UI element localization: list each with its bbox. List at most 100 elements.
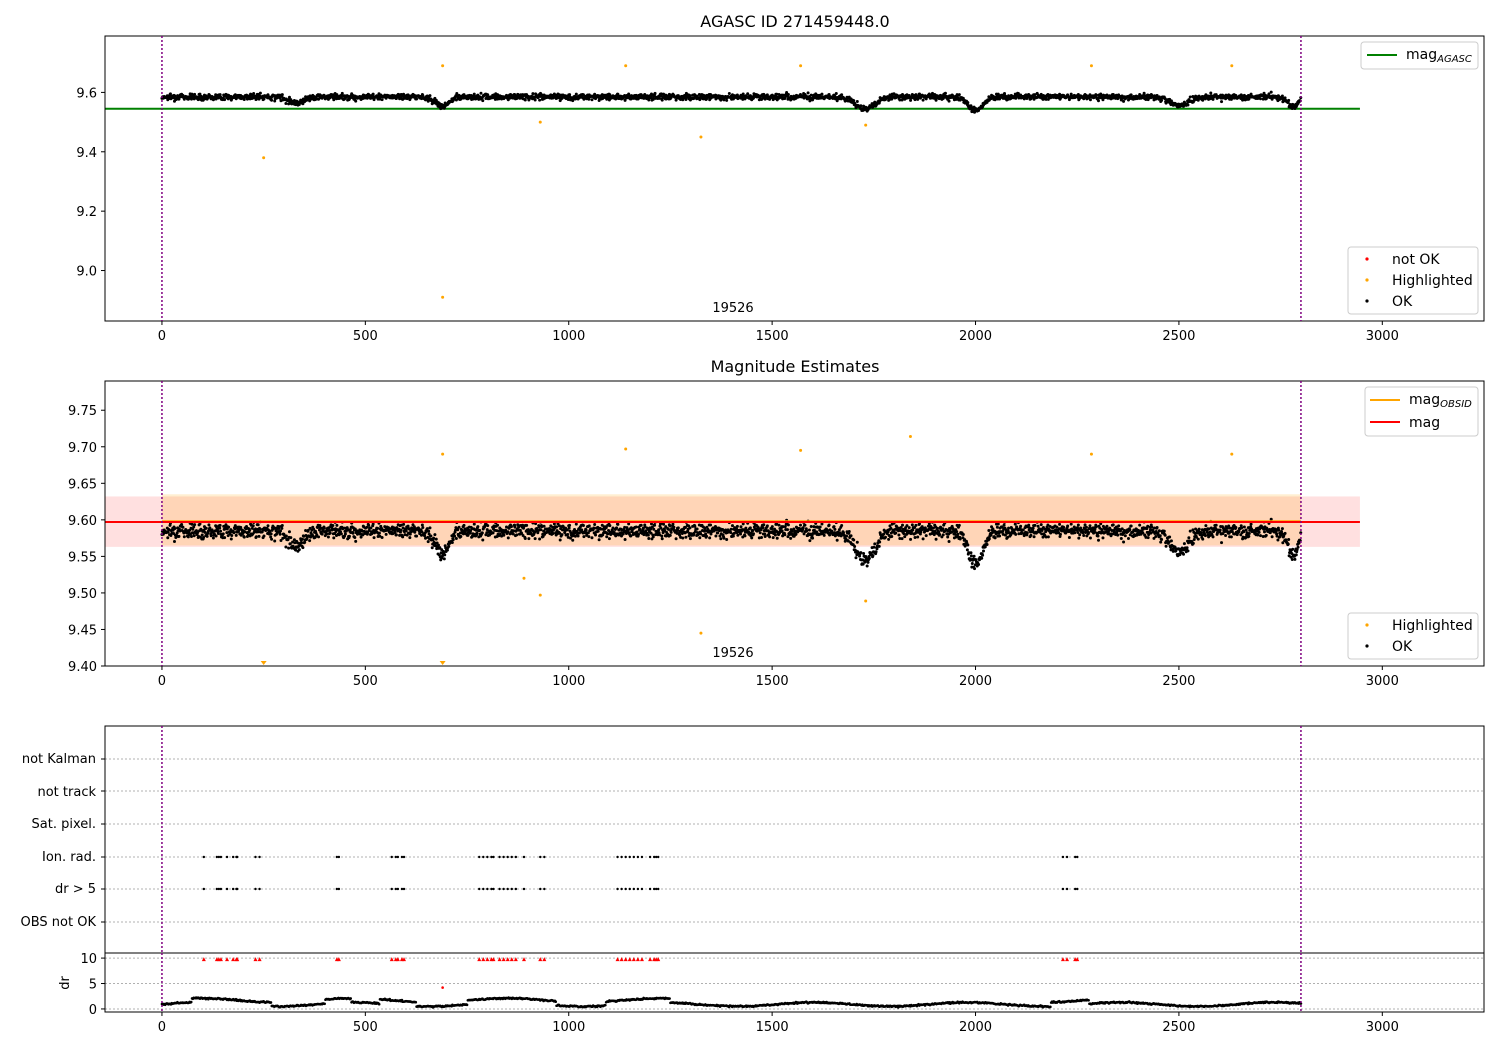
ok-point [1183,542,1186,545]
ok-point [763,532,766,535]
ok-point [897,533,900,536]
ok-point [905,524,908,527]
ok-point [671,523,674,526]
ok-point [852,99,855,102]
ok-point [914,536,917,539]
ok-point [1230,535,1233,538]
ok-point [300,541,303,544]
ok-point [868,557,871,560]
ok-point [1014,533,1017,536]
ok-point [730,528,733,531]
ok-point [455,537,458,540]
legend-ok-label: OK [1392,294,1413,310]
agasc-points [105,64,1360,299]
ok-point [443,557,446,560]
ok-point [1059,533,1062,536]
ok-point [560,533,563,536]
ok-point [1159,534,1162,537]
ok-point [344,533,347,536]
ok-point [902,532,905,535]
ok-point [736,525,739,528]
ok-point [668,524,671,527]
ok-point [941,527,944,530]
highlighted-point [699,135,702,138]
plot-frame [105,36,1484,321]
ok-point [873,542,876,545]
ok-point [787,523,790,526]
ok-point [235,534,238,537]
ok-point [936,527,939,530]
ok-point [431,546,434,549]
ok-point [852,538,855,541]
ok-point [280,527,283,530]
ok-point [340,532,343,535]
ok-point [1127,537,1130,540]
y-tick-label: 9.2 [76,205,97,220]
ok-point [840,93,843,96]
ok-point [1033,524,1036,527]
ok-point [615,526,618,529]
highlighted-point [441,296,444,299]
y-tick-label: 9.6 [76,86,97,101]
ok-point [725,538,728,541]
legend-notok-marker [1365,257,1368,260]
ok-point [248,529,251,532]
ok-point [427,540,430,543]
ok-point [808,539,811,542]
ok-point [582,524,585,527]
ok-point [1159,541,1162,544]
ok-point [836,539,839,542]
x-tick-label: 3000 [1366,329,1399,344]
ok-point [427,530,430,533]
ok-point [1128,528,1131,531]
ok-point [922,99,925,102]
ok-point [652,535,655,538]
ok-point [270,532,273,535]
ok-point [585,529,588,532]
ok-point [762,523,765,526]
ok-point [605,535,608,538]
ok-point [739,525,742,528]
y-tick-label: 9.0 [76,265,97,280]
highlighted-point [262,156,265,159]
ok-point [218,527,221,530]
ok-point [1138,524,1141,527]
ok-point [183,535,186,538]
highlighted-point [1230,64,1233,67]
ok-point [654,92,657,95]
ok-point [1087,531,1090,534]
ok-point [1224,534,1227,537]
ok-point [473,523,476,526]
ok-point [1186,549,1189,552]
ok-point [1089,98,1092,101]
ok-point [942,533,945,536]
ok-point [402,523,405,526]
ok-point [1215,524,1218,527]
ok-point [252,524,255,527]
ok-point [534,537,537,540]
ok-point [321,533,324,536]
ok-point [308,539,311,542]
highlighted-point [624,64,627,67]
ok-point [1198,528,1201,531]
ok-point [373,536,376,539]
ok-point [944,92,947,95]
ok-point [956,533,959,536]
legend-highlighted-label: Highlighted [1392,273,1473,289]
ok-point [421,526,424,529]
ok-point [329,532,332,535]
ok-point [270,99,273,102]
ok-point [1204,534,1207,537]
ok-point [421,94,424,97]
ok-point [833,528,836,531]
ok-point [955,530,958,533]
ok-point [749,526,752,529]
ok-point [1066,524,1069,527]
ok-point [1097,99,1100,102]
ok-point [506,530,509,533]
ok-point [647,534,650,537]
ok-point [977,563,980,566]
ok-point [987,529,990,532]
ok-point [212,537,215,540]
ok-point [481,539,484,542]
